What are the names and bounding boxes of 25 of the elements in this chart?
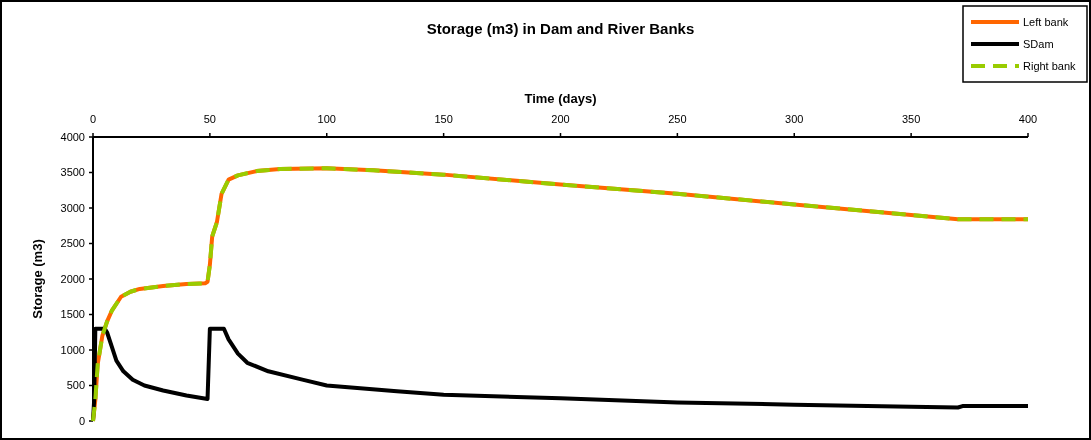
x-tick-label: 300 <box>785 113 804 125</box>
y-tick-label: 3500 <box>60 166 85 179</box>
y-axis-title: Storage (m3) <box>30 239 45 319</box>
x-tick-label: 250 <box>668 113 687 125</box>
x-tick-label: 100 <box>317 113 336 125</box>
legend-label: SDam <box>1023 37 1054 50</box>
y-tick-label: 2500 <box>60 237 85 250</box>
y-tick-label: 3000 <box>60 201 85 214</box>
x-tick-label: 150 <box>434 113 453 125</box>
x-tick-label: 400 <box>1018 113 1038 125</box>
y-tick-label: 2000 <box>60 272 85 285</box>
x-tick-label: 350 <box>901 113 921 125</box>
x-tick-label: 50 <box>203 113 216 125</box>
line-series <box>91 166 1030 423</box>
y-tick-label: 1000 <box>60 343 85 356</box>
legend-label: Left bank <box>1023 15 1069 28</box>
x-tick-label: 0 <box>89 113 97 125</box>
y-tick-label: 0 <box>78 414 85 427</box>
y-tick-label: 500 <box>66 379 85 392</box>
y-tick-label: 1500 <box>60 308 85 321</box>
y-tick-label: 4000 <box>60 130 85 143</box>
legend-label: Right bank <box>1023 59 1077 72</box>
chart-title: Storage (m3) in Dam and River Banks <box>426 20 695 37</box>
x-axis-title: Time (days) <box>524 91 597 106</box>
x-tick-label: 200 <box>551 113 570 125</box>
